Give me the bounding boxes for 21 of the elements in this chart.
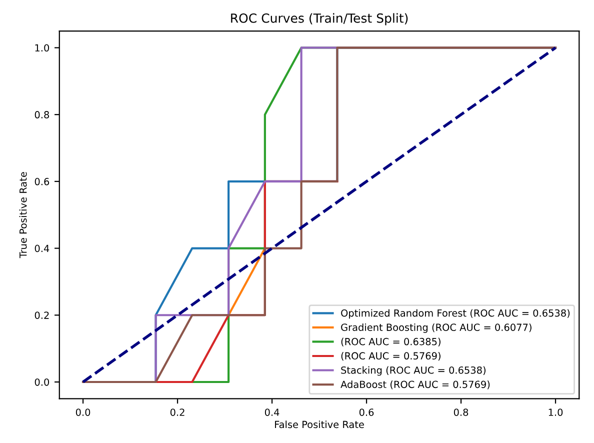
y-tick-label: 0.6 <box>34 178 50 186</box>
x-axis-title: False Positive Rate <box>275 420 364 428</box>
y-axis-title: True Positive Rate <box>19 172 27 258</box>
x-tick-label: 0.2 <box>170 408 184 416</box>
y-tick-label: 1.0 <box>35 44 50 52</box>
x-tick-label: 0.6 <box>359 408 374 416</box>
legend-label: (ROC AUC = 0.5769) <box>341 352 440 361</box>
chart-title: ROC Curves (Train/Test Split) <box>231 13 408 26</box>
legend-label: (ROC AUC = 0.6385) <box>341 338 440 346</box>
x-tick-label: 0.4 <box>264 408 280 416</box>
y-tick-label: 0.8 <box>34 111 50 118</box>
x-tick-label: 1.0 <box>548 408 563 416</box>
y-tick-label: 0.2 <box>34 312 49 319</box>
legend-label: AdaBoost (ROC AUC = 0.5769) <box>340 380 490 390</box>
legend-label: Stacking (ROC AUC = 0.6538) <box>341 366 486 376</box>
x-tick-label: 0.0 <box>76 408 90 416</box>
x-tick-label: 0.8 <box>454 408 468 416</box>
legend-label: Optimized Random Forest (ROC AUC = 0.6538) <box>341 309 570 319</box>
legend-label: Gradient Boosting (ROC AUC = 0.6077) <box>341 323 532 333</box>
y-tick-label: 0.4 <box>34 244 50 252</box>
y-tick-label: 0.0 <box>34 378 50 386</box>
